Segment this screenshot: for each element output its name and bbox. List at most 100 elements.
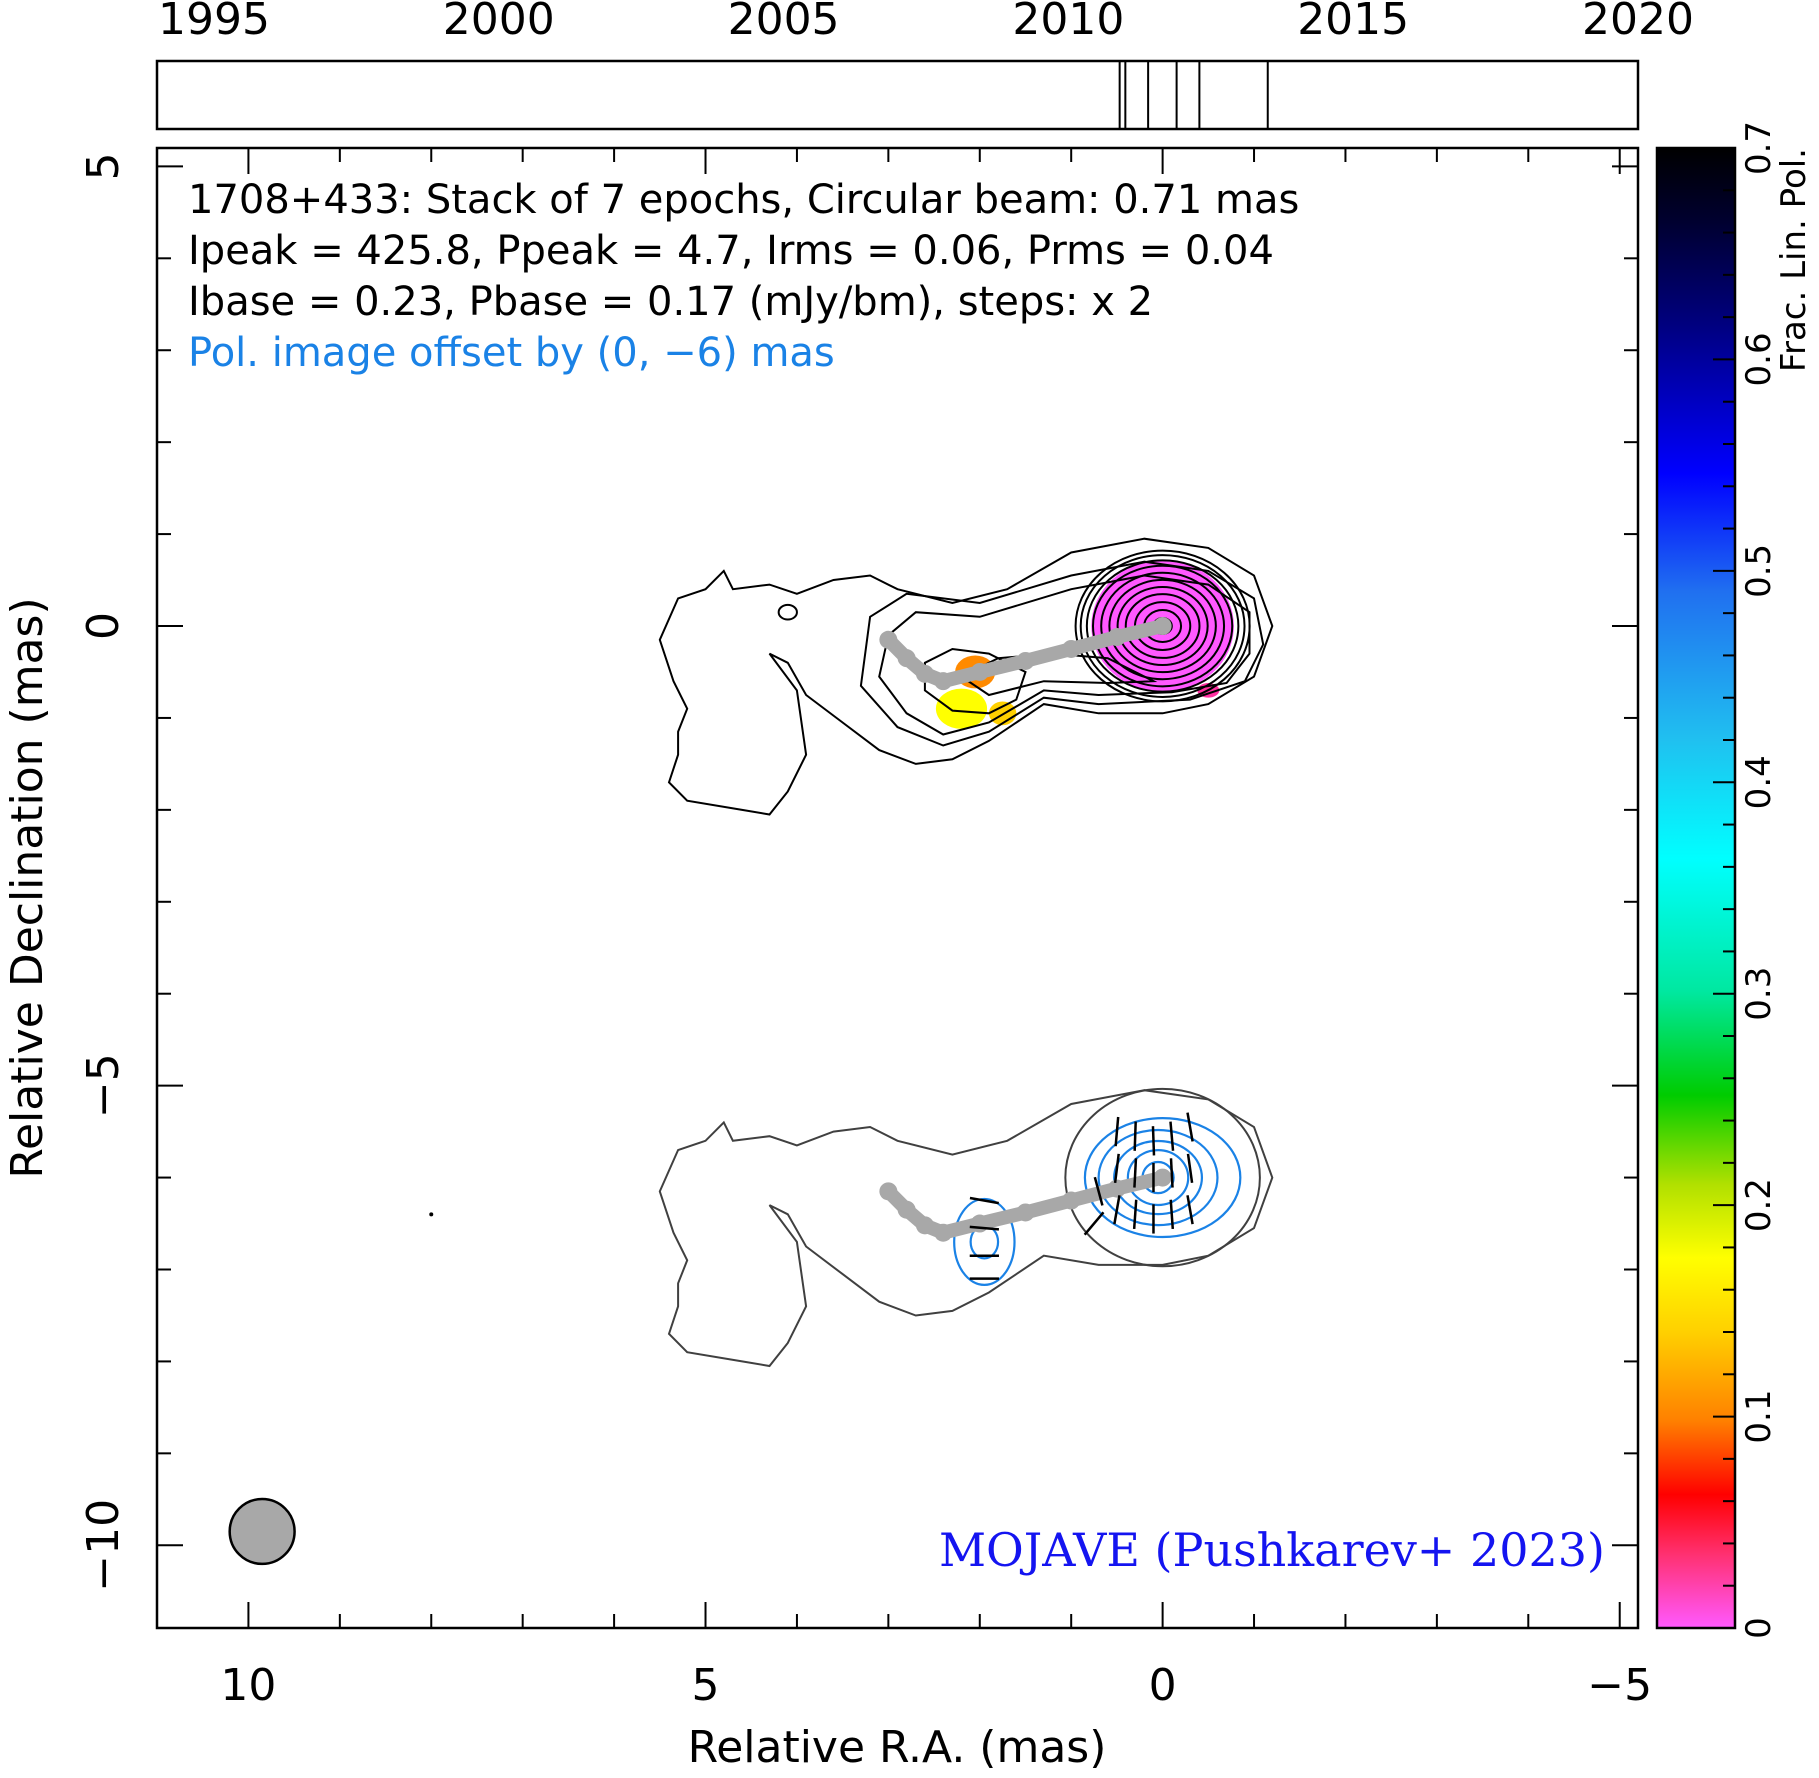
info-line-3: Ibase = 0.23, Pbase = 0.17 (mJy/bm), ste… bbox=[188, 279, 1153, 325]
colorbar-tick-label: 0 bbox=[1739, 1617, 1779, 1639]
core-contour bbox=[1108, 578, 1217, 674]
y-tick-label: −5 bbox=[78, 1053, 129, 1118]
core-contour bbox=[1091, 564, 1234, 688]
colorbar-tick-label: 0.5 bbox=[1739, 544, 1779, 598]
pol-reference-core-contour bbox=[1064, 1087, 1261, 1268]
map-tick-labels: 10 5 0 −5 5 0 −5 −10 bbox=[78, 152, 1652, 1711]
timeline-year-label: 2020 bbox=[1582, 0, 1694, 45]
timeline-frame bbox=[155, 59, 1640, 131]
y-axis-label: Relative Declination (mas) bbox=[2, 597, 53, 1178]
evpa-vector bbox=[1133, 1121, 1137, 1151]
evpa-vector bbox=[1169, 1158, 1174, 1188]
colorbar: 0 0.1 0.2 0.3 0.4 0.5 0.6 0.7 Frac. Lin. Pol. bbox=[1655, 121, 1814, 1639]
colorbar-ticks: 0 0.1 0.2 0.3 0.4 0.5 0.6 0.7 bbox=[1713, 121, 1779, 1639]
total-intensity-contours bbox=[658, 537, 1274, 816]
pol-core-contour bbox=[1126, 1149, 1190, 1207]
evpa-vector bbox=[969, 1196, 999, 1205]
timeline-year-label: 2000 bbox=[443, 0, 555, 45]
ridge-point bbox=[1153, 617, 1172, 636]
credit-label: MOJAVE (Pushkarev+ 2023) bbox=[939, 1523, 1605, 1577]
ridge-point bbox=[970, 1214, 989, 1233]
colorbar-tick-label: 0.4 bbox=[1739, 755, 1779, 809]
x-tick-label: 0 bbox=[1149, 1660, 1177, 1711]
pol-reference-outer-contour bbox=[658, 1089, 1274, 1368]
timeline-year-label: 2005 bbox=[728, 0, 840, 45]
core-contour bbox=[1079, 554, 1246, 698]
colorbar-label: Frac. Lin. Pol. bbox=[1774, 148, 1814, 372]
colorbar-tick-label: 0.7 bbox=[1739, 121, 1779, 175]
x-tick-label: −5 bbox=[1587, 1660, 1652, 1711]
evpa-vector bbox=[1133, 1158, 1138, 1188]
evpa-vector bbox=[1113, 1195, 1121, 1225]
core-contour bbox=[1085, 559, 1240, 693]
map-axis-ticks bbox=[157, 148, 1638, 1628]
timeline-year-label: 1995 bbox=[158, 0, 270, 45]
evpa-vector bbox=[1113, 1153, 1120, 1184]
outer-contour-island bbox=[777, 603, 798, 621]
epoch-timeline: 1995 2000 2005 2010 2015 2020 bbox=[155, 0, 1694, 131]
map-panel: 10 5 0 −5 5 0 −5 −10 Relative R.A. (mas) Relati… bbox=[2, 146, 1652, 1773]
colorbar-tick-label: 0.6 bbox=[1739, 332, 1779, 386]
polarization-contours bbox=[429, 1087, 1274, 1368]
ridge-point bbox=[1016, 1203, 1035, 1222]
ridge-point bbox=[1062, 1191, 1081, 1210]
ridge-point bbox=[879, 1182, 898, 1201]
evpa-vector bbox=[1169, 1199, 1175, 1230]
ridge-point bbox=[934, 672, 953, 691]
evpa-vectors bbox=[969, 1112, 1194, 1280]
info-block: 1708+433: Stack of 7 epochs, Circular be… bbox=[188, 177, 1299, 376]
pol-core-contour bbox=[1113, 1139, 1204, 1216]
beam-ellipse bbox=[228, 1497, 296, 1566]
timeline-year-label: 2010 bbox=[1012, 0, 1124, 45]
core-contour bbox=[1074, 549, 1251, 703]
x-tick-label: 10 bbox=[220, 1660, 276, 1711]
ridge-point bbox=[1062, 639, 1081, 658]
fpol-region bbox=[935, 688, 988, 729]
colorbar-tick-label: 0.2 bbox=[1739, 1178, 1779, 1232]
evpa-vector bbox=[1114, 1116, 1120, 1147]
ridge-point bbox=[915, 1216, 934, 1235]
ridge-point bbox=[934, 1223, 953, 1242]
y-tick-label: −10 bbox=[78, 1499, 129, 1592]
map-frame bbox=[155, 146, 1640, 1630]
evpa-vector bbox=[1186, 1112, 1194, 1142]
y-tick-label: 5 bbox=[78, 152, 129, 180]
evpa-vector bbox=[1151, 1126, 1156, 1156]
colorbar-frame bbox=[1655, 146, 1737, 1630]
ridge-point bbox=[897, 649, 916, 668]
jet-contour bbox=[859, 560, 1265, 747]
outer-contour bbox=[658, 537, 1274, 816]
ridge-point bbox=[1016, 651, 1035, 670]
timeline-tick-labels: 1995 2000 2005 2010 2015 2020 bbox=[158, 0, 1694, 45]
ridge-point bbox=[1107, 628, 1126, 647]
ridge-point bbox=[897, 1200, 916, 1219]
evpa-vector bbox=[1093, 1176, 1104, 1206]
info-line-1: 1708+433: Stack of 7 epochs, Circular be… bbox=[188, 177, 1299, 223]
core-contour bbox=[1124, 593, 1201, 659]
evpa-vector bbox=[1186, 1153, 1194, 1184]
evpa-vector bbox=[1132, 1199, 1138, 1230]
colorbar-ramp bbox=[1657, 148, 1735, 1628]
evpa-vector bbox=[1186, 1195, 1194, 1225]
beam-circle bbox=[228, 1497, 296, 1566]
pol-core-contour bbox=[1083, 1117, 1242, 1239]
offset-note: Pol. image offset by (0, −6) mas bbox=[188, 330, 835, 376]
stray-point bbox=[429, 1212, 434, 1217]
colorbar-tick-label: 0.1 bbox=[1739, 1390, 1779, 1444]
pol-knot-contour bbox=[953, 1197, 1016, 1286]
jet-contour bbox=[878, 574, 1251, 736]
core-contour bbox=[1116, 585, 1209, 667]
timeline-year-label: 2015 bbox=[1297, 0, 1409, 45]
colorbar-tick-label: 0.3 bbox=[1739, 967, 1779, 1021]
x-tick-label: 5 bbox=[692, 1660, 720, 1711]
jet-contour bbox=[923, 647, 1027, 715]
ridge-point bbox=[1153, 1168, 1172, 1187]
ridge-point bbox=[879, 630, 898, 649]
x-axis-label: Relative R.A. (mas) bbox=[688, 1722, 1107, 1773]
ridge-point bbox=[970, 662, 989, 681]
info-line-2: Ipeak = 425.8, Ppeak = 4.7, Irms = 0.06,… bbox=[188, 228, 1274, 274]
evpa-vector bbox=[969, 1225, 1000, 1231]
y-tick-label: 0 bbox=[78, 612, 129, 640]
timeline-epoch-marks bbox=[1118, 61, 1269, 129]
